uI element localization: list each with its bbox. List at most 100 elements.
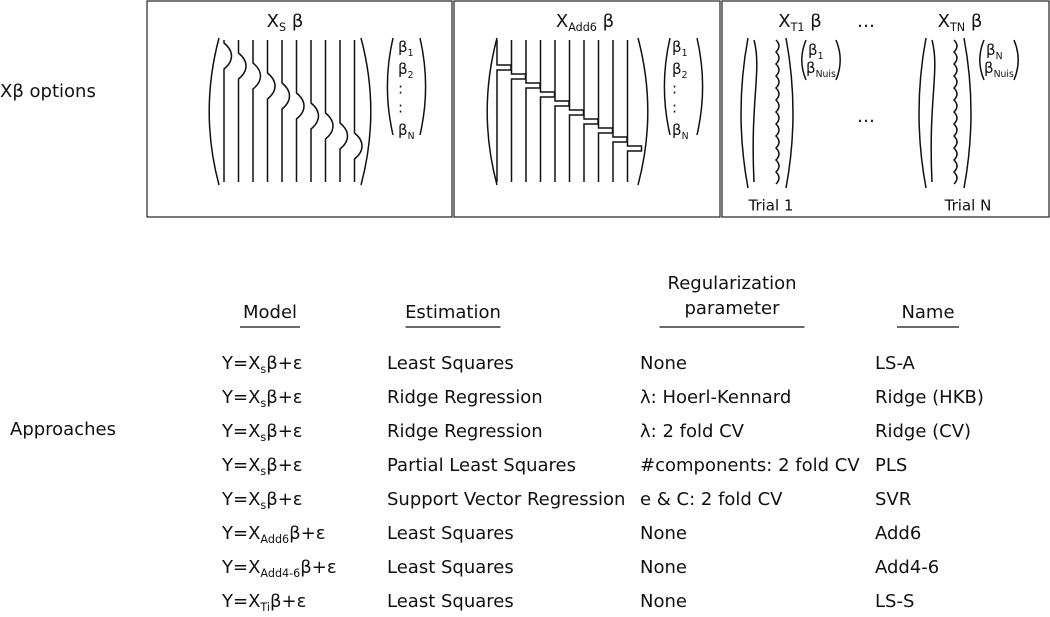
table-cell: λ: 2 fold CV <box>640 421 745 442</box>
table-cell: LS-S <box>875 591 914 612</box>
vector-entry: β1 <box>672 38 688 59</box>
table-cell: Ridge Regression <box>387 387 543 408</box>
bracket <box>963 37 972 189</box>
text-main: X <box>938 11 950 32</box>
vector-entry: βNuis <box>984 59 1014 80</box>
regressor <box>612 40 628 182</box>
table-cell: LS-A <box>875 353 916 374</box>
table-cell: #components: 2 fold CV <box>640 455 860 476</box>
table-cell: Ridge Regression <box>387 421 543 442</box>
table-cell: SVR <box>875 489 911 510</box>
regressor <box>626 40 643 182</box>
vector-entry: β2 <box>398 60 414 81</box>
regressor <box>496 40 512 182</box>
regressor <box>568 40 585 182</box>
table-cell: Y=XAdd4-6β+ε <box>221 557 337 580</box>
subscript: Add6 <box>260 533 289 546</box>
vector-entry: βNuis <box>806 59 836 80</box>
text-main: Y=X <box>221 523 260 544</box>
regressor <box>266 40 276 182</box>
column-header: Name <box>901 302 954 323</box>
panel-title: XTN β <box>938 11 983 34</box>
table-cell: Y=Xsβ+ε <box>221 387 303 410</box>
regressor <box>774 39 780 185</box>
table-cell: Y=XAdd6β+ε <box>221 523 325 546</box>
bracket <box>1013 39 1019 81</box>
subscript: 2 <box>408 70 414 81</box>
subscript: T1 <box>790 21 805 34</box>
vector-entry: β2 <box>672 60 688 81</box>
bracket <box>360 37 372 186</box>
column-header: parameter <box>684 298 780 319</box>
table-cell: Ridge (HKB) <box>875 387 984 408</box>
vector-entry: : <box>398 80 403 98</box>
text-after: β+ε <box>289 523 325 544</box>
panel-title: XAdd6 β <box>556 11 614 34</box>
table-cell: Y=XTiβ+ε <box>221 591 306 614</box>
text-after: β+ε <box>266 353 302 374</box>
text-after: β+ε <box>266 421 302 442</box>
vector-entry: : <box>672 80 677 98</box>
regressor <box>525 40 541 182</box>
vector-entry: β1 <box>808 41 824 62</box>
table-cell: Partial Least Squares <box>387 455 576 476</box>
table-cell: None <box>640 523 687 544</box>
text-after: β+ε <box>266 387 302 408</box>
text-main: Y=X <box>221 421 260 442</box>
text-main: β <box>806 59 816 77</box>
table-cell: Ridge (CV) <box>875 421 971 442</box>
subscript: s <box>260 431 266 444</box>
subscript: 1 <box>818 51 824 62</box>
text-main: β <box>984 59 994 77</box>
text-after: β <box>965 11 982 32</box>
text-main: Y=X <box>221 489 260 510</box>
vector-entry: βN <box>398 121 415 142</box>
bracket <box>696 37 704 136</box>
column-header: Estimation <box>405 302 501 323</box>
text-after: β <box>805 11 822 32</box>
bracket <box>740 37 749 189</box>
table-cell: Y=Xsβ+ε <box>221 489 303 512</box>
text-main: Y=X <box>221 387 260 408</box>
text-main: Y=X <box>221 455 260 476</box>
subscript: s <box>260 397 266 410</box>
text-after: β <box>286 11 303 32</box>
regressor <box>353 40 363 182</box>
table-cell: Least Squares <box>387 557 514 578</box>
subscript: N <box>682 131 689 142</box>
text-main: β <box>398 38 408 56</box>
subscript: S <box>279 21 286 34</box>
table-cell: None <box>640 557 687 578</box>
regressor <box>930 39 936 183</box>
panel-title: … <box>857 11 875 32</box>
regressor <box>339 40 349 182</box>
text-main: X <box>556 11 568 32</box>
text-main: β <box>398 60 408 78</box>
vector-entry: β1 <box>398 38 414 59</box>
row-label: Xβ options <box>0 81 96 102</box>
table-cell: Least Squares <box>387 523 514 544</box>
bracket <box>663 37 671 136</box>
table-cell: Least Squares <box>387 591 514 612</box>
panel-box <box>146 0 453 218</box>
bracket <box>637 37 649 186</box>
text-main: X <box>267 11 279 32</box>
table-cell: Add6 <box>875 523 921 544</box>
bracket <box>785 37 794 189</box>
bracket <box>208 37 220 186</box>
column-header: Regularization <box>668 273 797 294</box>
bracket <box>801 39 807 81</box>
text-main: Y=X <box>221 557 260 578</box>
table-cell: None <box>640 591 687 612</box>
subscript: N <box>996 51 1003 62</box>
table-cell: PLS <box>875 455 907 476</box>
text-main: β <box>986 41 996 59</box>
subscript: s <box>260 465 266 478</box>
ellipsis: … <box>857 106 875 127</box>
subscript: Ti <box>259 601 270 614</box>
bracket <box>419 37 427 136</box>
regressor <box>237 40 247 182</box>
table-cell: λ: Hoerl-Kennard <box>640 387 791 408</box>
text-main: β <box>672 121 682 139</box>
text-main: β <box>672 38 682 56</box>
